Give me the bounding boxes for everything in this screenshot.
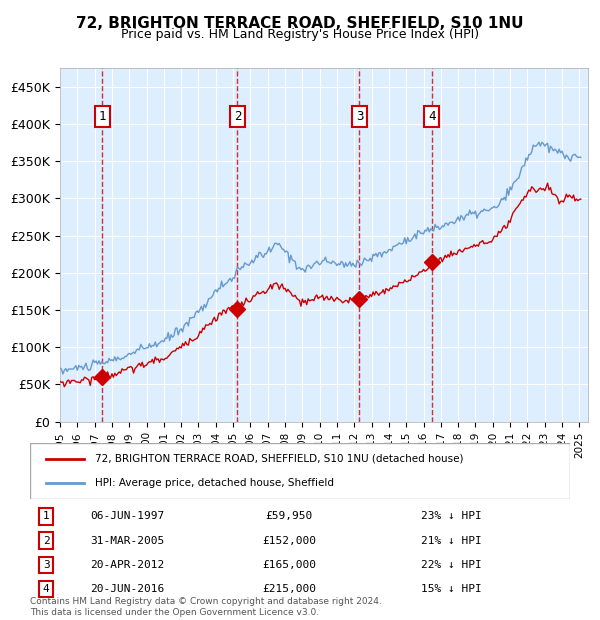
Text: £215,000: £215,000 [262, 584, 316, 594]
Text: 72, BRIGHTON TERRACE ROAD, SHEFFIELD, S10 1NU (detached house): 72, BRIGHTON TERRACE ROAD, SHEFFIELD, S1… [95, 454, 463, 464]
Text: 15% ↓ HPI: 15% ↓ HPI [421, 584, 482, 594]
Text: 20-APR-2012: 20-APR-2012 [90, 560, 164, 570]
Text: 31-MAR-2005: 31-MAR-2005 [90, 536, 164, 546]
Text: 1: 1 [43, 512, 50, 521]
Text: 4: 4 [43, 584, 50, 594]
Text: 23% ↓ HPI: 23% ↓ HPI [421, 512, 482, 521]
Text: 4: 4 [428, 110, 436, 123]
Text: 1: 1 [98, 110, 106, 123]
Text: 2: 2 [233, 110, 241, 123]
Text: 3: 3 [356, 110, 363, 123]
Text: £59,950: £59,950 [266, 512, 313, 521]
Text: 20-JUN-2016: 20-JUN-2016 [90, 584, 164, 594]
Text: HPI: Average price, detached house, Sheffield: HPI: Average price, detached house, Shef… [95, 479, 334, 489]
Text: Contains HM Land Registry data © Crown copyright and database right 2024.
This d: Contains HM Land Registry data © Crown c… [30, 598, 382, 617]
Text: 06-JUN-1997: 06-JUN-1997 [90, 512, 164, 521]
Text: 22% ↓ HPI: 22% ↓ HPI [421, 560, 482, 570]
Text: 21% ↓ HPI: 21% ↓ HPI [421, 536, 482, 546]
Text: 2: 2 [43, 536, 50, 546]
Text: Price paid vs. HM Land Registry's House Price Index (HPI): Price paid vs. HM Land Registry's House … [121, 28, 479, 41]
Text: 72, BRIGHTON TERRACE ROAD, SHEFFIELD, S10 1NU: 72, BRIGHTON TERRACE ROAD, SHEFFIELD, S1… [76, 16, 524, 30]
Text: £165,000: £165,000 [262, 560, 316, 570]
Text: 3: 3 [43, 560, 50, 570]
Text: £152,000: £152,000 [262, 536, 316, 546]
FancyBboxPatch shape [30, 443, 570, 499]
